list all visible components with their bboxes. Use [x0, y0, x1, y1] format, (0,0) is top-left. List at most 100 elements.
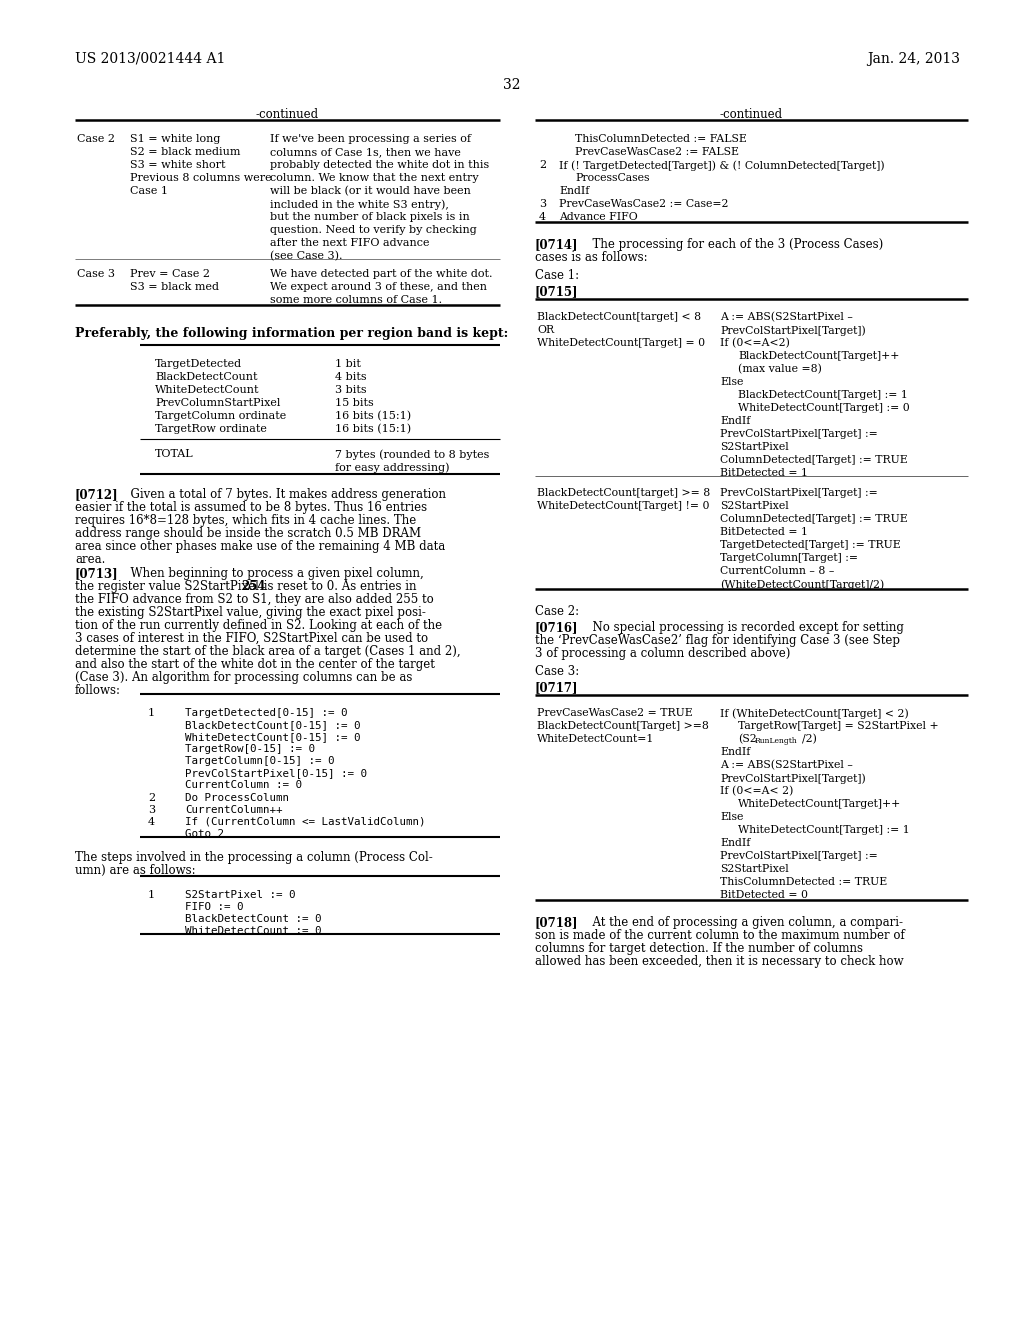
Text: is reset to 0. As entries in: is reset to 0. As entries in — [260, 579, 417, 593]
Text: columns of Case 1s, then we have: columns of Case 1s, then we have — [270, 147, 461, 157]
Text: WhiteDetectCount[Target] := 1: WhiteDetectCount[Target] := 1 — [738, 825, 909, 836]
Text: OR: OR — [537, 325, 554, 335]
Text: WhiteDetectCount: WhiteDetectCount — [155, 385, 259, 395]
Text: 1: 1 — [148, 890, 155, 900]
Text: 1 bit: 1 bit — [335, 359, 360, 370]
Text: S2StartPixel: S2StartPixel — [720, 442, 788, 451]
Text: US 2013/0021444 A1: US 2013/0021444 A1 — [75, 51, 225, 66]
Text: CurrentColumn := 0: CurrentColumn := 0 — [185, 780, 302, 789]
Text: 254: 254 — [241, 579, 265, 593]
Text: 32: 32 — [503, 78, 521, 92]
Text: TargetRow[0-15] := 0: TargetRow[0-15] := 0 — [185, 744, 315, 754]
Text: Else: Else — [720, 812, 743, 822]
Text: Case 3:: Case 3: — [535, 665, 580, 678]
Text: 15 bits: 15 bits — [335, 399, 374, 408]
Text: for easy addressing): for easy addressing) — [335, 462, 450, 473]
Text: TargetColumn ordinate: TargetColumn ordinate — [155, 411, 287, 421]
Text: area.: area. — [75, 553, 105, 566]
Text: the register value S2StartPixel: the register value S2StartPixel — [75, 579, 262, 593]
Text: BlackDetectCount := 0: BlackDetectCount := 0 — [185, 913, 322, 924]
Text: BlackDetectCount[target] < 8: BlackDetectCount[target] < 8 — [537, 312, 701, 322]
Text: 16 bits (15:1): 16 bits (15:1) — [335, 411, 411, 421]
Text: 3 cases of interest in the FIFO, S2StartPixel can be used to: 3 cases of interest in the FIFO, S2Start… — [75, 632, 428, 645]
Text: BlackDetectCount[0-15] := 0: BlackDetectCount[0-15] := 0 — [185, 719, 360, 730]
Text: BitDetected = 0: BitDetected = 0 — [720, 890, 808, 900]
Text: -continued: -continued — [255, 108, 318, 121]
Text: Jan. 24, 2013: Jan. 24, 2013 — [867, 51, 961, 66]
Text: If (WhiteDetectCount[Target] < 2): If (WhiteDetectCount[Target] < 2) — [720, 708, 908, 718]
Text: column. We know that the next entry: column. We know that the next entry — [270, 173, 478, 183]
Text: address range should be inside the scratch 0.5 MB DRAM: address range should be inside the scrat… — [75, 527, 421, 540]
Text: CurrentColumn++: CurrentColumn++ — [185, 805, 283, 814]
Text: -continued: -continued — [720, 108, 782, 121]
Text: S2StartPixel: S2StartPixel — [720, 865, 788, 874]
Text: ColumnDetected[Target] := TRUE: ColumnDetected[Target] := TRUE — [720, 513, 907, 524]
Text: Else: Else — [720, 378, 743, 387]
Text: Previous 8 columns were: Previous 8 columns were — [130, 173, 271, 183]
Text: (S2: (S2 — [738, 734, 757, 744]
Text: easier if the total is assumed to be 8 bytes. Thus 16 entries: easier if the total is assumed to be 8 b… — [75, 502, 427, 513]
Text: PrevColStartPixel[Target]): PrevColStartPixel[Target]) — [720, 325, 865, 335]
Text: allowed has been exceeded, then it is necessary to check how: allowed has been exceeded, then it is ne… — [535, 954, 903, 968]
Text: Prev = Case 2: Prev = Case 2 — [130, 269, 210, 279]
Text: ColumnDetected[Target] := TRUE: ColumnDetected[Target] := TRUE — [720, 455, 907, 465]
Text: RunLength: RunLength — [755, 737, 798, 744]
Text: Case 1:: Case 1: — [535, 269, 580, 282]
Text: tion of the run currently defined in S2. Looking at each of the: tion of the run currently defined in S2.… — [75, 619, 442, 632]
Text: TargetDetected: TargetDetected — [155, 359, 242, 370]
Text: [0718]: [0718] — [535, 916, 579, 929]
Text: 3 bits: 3 bits — [335, 385, 367, 395]
Text: At the end of processing a given column, a compari-: At the end of processing a given column,… — [585, 916, 903, 929]
Text: determine the start of the black area of a target (Cases 1 and 2),: determine the start of the black area of… — [75, 645, 461, 657]
Text: [0713]: [0713] — [75, 568, 119, 579]
Text: EndIf: EndIf — [559, 186, 590, 195]
Text: Do ProcessColumn: Do ProcessColumn — [185, 793, 289, 803]
Text: 16 bits (15:1): 16 bits (15:1) — [335, 424, 411, 434]
Text: TargetColumn[0-15] := 0: TargetColumn[0-15] := 0 — [185, 756, 335, 766]
Text: PrevCaseWasCase2 = TRUE: PrevCaseWasCase2 = TRUE — [537, 708, 693, 718]
Text: TargetRow ordinate: TargetRow ordinate — [155, 424, 267, 434]
Text: S2StartPixel: S2StartPixel — [720, 502, 788, 511]
Text: the ‘PrevCaseWasCase2’ flag for identifying Case 3 (see Step: the ‘PrevCaseWasCase2’ flag for identify… — [535, 634, 900, 647]
Text: If (! TargetDetected[Target]) & (! ColumnDetected[Target]): If (! TargetDetected[Target]) & (! Colum… — [559, 160, 885, 170]
Text: 3: 3 — [539, 199, 546, 209]
Text: (max value =8): (max value =8) — [738, 364, 822, 375]
Text: BlackDetectCount[Target]++: BlackDetectCount[Target]++ — [738, 351, 899, 360]
Text: question. Need to verify by checking: question. Need to verify by checking — [270, 224, 477, 235]
Text: PrevColStartPixel[Target] :=: PrevColStartPixel[Target] := — [720, 851, 878, 861]
Text: some more columns of Case 1.: some more columns of Case 1. — [270, 294, 442, 305]
Text: [0712]: [0712] — [75, 488, 119, 502]
Text: Case 2:: Case 2: — [535, 605, 580, 618]
Text: umn) are as follows:: umn) are as follows: — [75, 865, 196, 876]
Text: A := ABS(S2StartPixel –: A := ABS(S2StartPixel – — [720, 760, 853, 771]
Text: 2: 2 — [148, 793, 155, 803]
Text: WhiteDetectCount[Target] := 0: WhiteDetectCount[Target] := 0 — [738, 403, 909, 413]
Text: We expect around 3 of these, and then: We expect around 3 of these, and then — [270, 282, 487, 292]
Text: included in the white S3 entry),: included in the white S3 entry), — [270, 199, 449, 210]
Text: PrevColStartPixel[Target] :=: PrevColStartPixel[Target] := — [720, 488, 878, 498]
Text: The steps involved in the processing a column (Process Col-: The steps involved in the processing a c… — [75, 851, 433, 865]
Text: If (0<=A< 2): If (0<=A< 2) — [720, 785, 794, 796]
Text: PrevColStartPixel[Target]): PrevColStartPixel[Target]) — [720, 774, 865, 784]
Text: Case 2: Case 2 — [77, 135, 115, 144]
Text: S2StartPixel := 0: S2StartPixel := 0 — [185, 890, 296, 900]
Text: 4: 4 — [148, 817, 155, 828]
Text: 4 bits: 4 bits — [335, 372, 367, 381]
Text: the existing S2StartPixel value, giving the exact pixel posi-: the existing S2StartPixel value, giving … — [75, 606, 426, 619]
Text: WhiteDetectCount[0-15] := 0: WhiteDetectCount[0-15] := 0 — [185, 733, 360, 742]
Text: If (0<=A<2): If (0<=A<2) — [720, 338, 790, 348]
Text: son is made of the current column to the maximum number of: son is made of the current column to the… — [535, 929, 905, 942]
Text: TargetDetected[Target] := TRUE: TargetDetected[Target] := TRUE — [720, 540, 901, 550]
Text: WhiteDetectCount[Target]++: WhiteDetectCount[Target]++ — [738, 799, 901, 809]
Text: EndIf: EndIf — [720, 838, 751, 847]
Text: PrevColStartPixel[0-15] := 0: PrevColStartPixel[0-15] := 0 — [185, 768, 367, 777]
Text: ProcessCases: ProcessCases — [575, 173, 649, 183]
Text: WhiteDetectCount[Target] != 0: WhiteDetectCount[Target] != 0 — [537, 502, 710, 511]
Text: [0716]: [0716] — [535, 620, 579, 634]
Text: PrevCaseWasCase2 := Case=2: PrevCaseWasCase2 := Case=2 — [559, 199, 728, 209]
Text: Case 3: Case 3 — [77, 269, 115, 279]
Text: (Case 3). An algorithm for processing columns can be as: (Case 3). An algorithm for processing co… — [75, 671, 413, 684]
Text: columns for target detection. If the number of columns: columns for target detection. If the num… — [535, 942, 863, 954]
Text: BlackDetectCount[Target] := 1: BlackDetectCount[Target] := 1 — [738, 389, 908, 400]
Text: but the number of black pixels is in: but the number of black pixels is in — [270, 213, 470, 222]
